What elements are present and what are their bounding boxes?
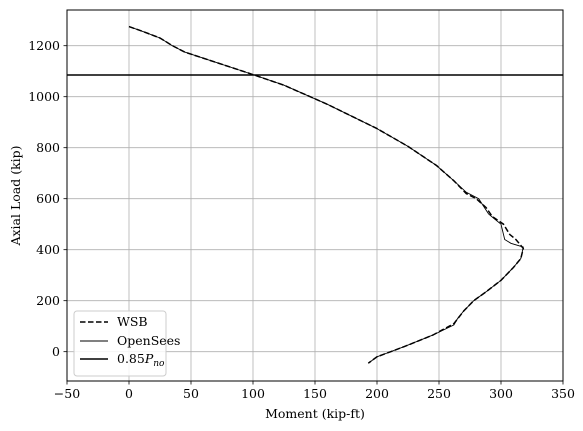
legend: WSB OpenSees 0.85Pno [73, 310, 180, 377]
y-tick-label: 600 [36, 191, 60, 206]
legend-pno-coef: 0.85 [117, 351, 145, 366]
y-axis-label: Axial Load (kip) [8, 145, 23, 246]
y-tick-label: 400 [36, 242, 60, 257]
axis-ticks: −50 0 50 100 150 200 250 300 350 0 200 400 600 800 100… [28, 38, 575, 401]
x-tick-label: 200 [365, 386, 389, 401]
x-tick-label: 0 [125, 386, 133, 401]
legend-pno-var: P [144, 351, 154, 366]
legend-wsb-label: WSB [117, 314, 148, 329]
legend-pno-sub: no [153, 359, 165, 369]
legend-opensees-label: OpenSees [117, 333, 180, 348]
series-layer [67, 25, 563, 364]
y-tick-label: 1000 [28, 89, 60, 104]
y-tick-label: 0 [52, 344, 60, 359]
x-tick-label: 250 [427, 386, 451, 401]
x-axis-label: Moment (kip-ft) [265, 406, 365, 421]
grid-lines [66, 10, 564, 381]
series-wsb-line [128, 25, 525, 364]
x-tick-label: −50 [54, 386, 80, 401]
x-tick-label: 150 [303, 386, 327, 401]
x-tick-label: 100 [241, 386, 265, 401]
y-tick-label: 200 [36, 293, 60, 308]
x-tick-label: 50 [183, 386, 199, 401]
legend-pno-label: 0.85Pno [117, 351, 165, 369]
y-tick-label: 1200 [28, 38, 60, 53]
x-tick-label: 350 [551, 386, 575, 401]
x-tick-label: 300 [489, 386, 513, 401]
y-tick-label: 800 [36, 140, 60, 155]
series-opensees-line [128, 26, 524, 364]
